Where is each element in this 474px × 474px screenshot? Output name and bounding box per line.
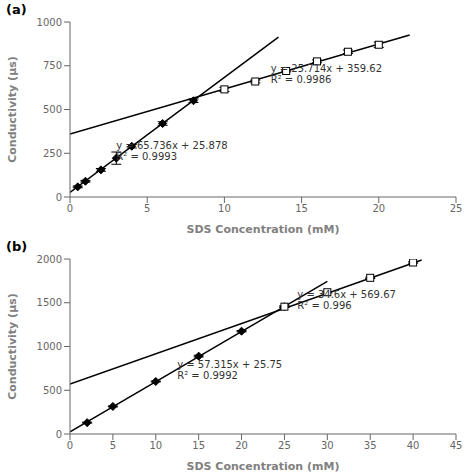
svg-text:SDS Concentration (mM): SDS Concentration (mM): [187, 223, 340, 236]
svg-text:1000: 1000: [37, 341, 62, 352]
svg-text:15: 15: [192, 440, 205, 451]
svg-text:SDS Concentration (mM): SDS Concentration (mM): [187, 460, 340, 473]
svg-text:15: 15: [295, 203, 308, 214]
svg-text:20: 20: [235, 440, 248, 451]
svg-text:y = 57.315x + 25.75R² = 0.9992: y = 57.315x + 25.75R² = 0.9992: [177, 359, 282, 381]
svg-text:250: 250: [43, 148, 62, 159]
svg-text:10: 10: [218, 203, 231, 214]
svg-text:1500: 1500: [37, 297, 62, 308]
svg-text:Conductivity (μs): Conductivity (μs): [8, 293, 19, 400]
svg-text:750: 750: [43, 60, 62, 71]
svg-text:y = 65.736x + 25.878R² = 0.999: y = 65.736x + 25.878R² = 0.9993: [116, 140, 227, 162]
svg-text:2000: 2000: [37, 254, 62, 265]
svg-text:0: 0: [67, 440, 73, 451]
svg-text:500: 500: [43, 385, 62, 396]
svg-text:10: 10: [149, 440, 162, 451]
svg-text:45: 45: [450, 440, 463, 451]
svg-text:25: 25: [450, 203, 463, 214]
svg-text:40: 40: [407, 440, 420, 451]
svg-text:1000: 1000: [37, 17, 62, 28]
svg-text:0: 0: [56, 192, 62, 203]
svg-text:5: 5: [110, 440, 116, 451]
svg-text:25: 25: [278, 440, 291, 451]
svg-text:y = 34.6x + 569.67R² = 0.996: y = 34.6x + 569.67R² = 0.996: [297, 289, 396, 311]
svg-text:30: 30: [321, 440, 334, 451]
html-text:(b): (b): [6, 239, 28, 254]
svg-text:0: 0: [67, 203, 73, 214]
svg-text:35: 35: [364, 440, 377, 451]
svg-text:0: 0: [56, 429, 62, 440]
html-text:(a): (a): [6, 2, 27, 17]
svg-text:500: 500: [43, 104, 62, 115]
svg-text:20: 20: [372, 203, 385, 214]
svg-text:Conductivity (μs): Conductivity (μs): [8, 56, 19, 163]
svg-text:y = 25.714x + 359.62R² = 0.998: y = 25.714x + 359.62R² = 0.9986: [271, 63, 382, 85]
svg-text:5: 5: [144, 203, 150, 214]
